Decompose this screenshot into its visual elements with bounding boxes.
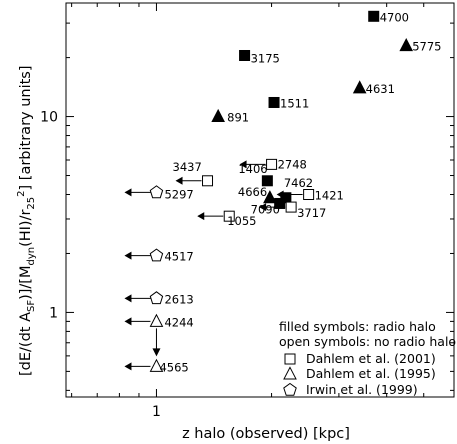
- data-point: 2613: [124, 291, 194, 306]
- point-label: 4666: [238, 185, 267, 199]
- point-marker: [399, 38, 414, 52]
- arrow-head: [197, 212, 205, 221]
- arrow-head: [175, 176, 183, 185]
- point-label: 4631: [366, 82, 395, 96]
- point-marker: [261, 175, 273, 187]
- upper-limit-arrow: [124, 317, 151, 326]
- upper-limit-arrow: [175, 176, 202, 185]
- data-point: 1055: [197, 210, 257, 228]
- arrow-head: [124, 294, 132, 303]
- point-marker: [149, 291, 164, 305]
- point-marker: [239, 49, 251, 61]
- x-tick-label: 1: [152, 404, 161, 420]
- point-marker: [223, 210, 235, 222]
- point-marker: [211, 108, 225, 123]
- upper-limit-arrow-down: [152, 328, 161, 357]
- legend-marker: [283, 382, 297, 396]
- data-point: 4565: [124, 358, 189, 374]
- point-marker: [303, 189, 315, 201]
- data-point: 1421: [276, 189, 344, 203]
- legend-entry: Dahlem et al. (2001): [284, 351, 436, 366]
- data-point: 5775: [399, 38, 442, 54]
- arrow-head: [259, 203, 267, 212]
- minor-ticks: [66, 3, 454, 397]
- arrow-head: [124, 317, 132, 326]
- point-label: 4244: [164, 315, 193, 329]
- point-label: 891: [227, 111, 249, 125]
- legend-note: filled symbols: radio halo: [279, 319, 436, 334]
- arrow-head: [124, 362, 132, 371]
- y-tick-label: 10: [40, 110, 58, 126]
- upper-limit-arrow: [124, 294, 151, 303]
- legend-label: Irwin et al. (1999): [306, 382, 418, 397]
- point-marker: [274, 197, 286, 209]
- upper-limit-arrow: [276, 190, 303, 199]
- point-label: 4700: [380, 10, 409, 24]
- data-point: 2748: [239, 157, 307, 171]
- legend-entry: Dahlem et al. (1995): [283, 366, 436, 381]
- point-label: 4517: [164, 250, 193, 264]
- point-marker: [266, 158, 278, 170]
- series-triangle: 5775 4631 891 4666 4244 4565: [124, 38, 442, 374]
- data-point: 4631: [352, 80, 395, 96]
- point-marker: [263, 190, 277, 204]
- point-marker: [202, 175, 214, 187]
- upper-limit-arrow: [239, 160, 266, 169]
- point-marker: [368, 10, 380, 22]
- point-label: 5775: [412, 40, 441, 54]
- data-point: 5297: [124, 185, 194, 201]
- arrow-head: [124, 188, 132, 197]
- point-label: 3437: [173, 160, 202, 174]
- arrow-head: [124, 251, 132, 260]
- data-point: 1511: [268, 96, 309, 110]
- upper-limit-arrow: [197, 212, 224, 221]
- point-label: 7462: [284, 176, 313, 190]
- legend-label: Dahlem et al. (1995): [306, 366, 436, 381]
- point-label: 2748: [278, 157, 307, 171]
- arrow-head: [152, 348, 161, 357]
- point-label: 3175: [251, 51, 280, 65]
- point-marker: [149, 358, 164, 372]
- data-point: 4244: [124, 313, 194, 357]
- legend-label: Dahlem et al. (2001): [306, 351, 436, 366]
- point-label: 1055: [227, 214, 256, 228]
- legend-note: open symbols: no radio halo: [279, 334, 456, 349]
- x-axis-label: z halo (observed) [kpc]: [182, 426, 350, 442]
- y-tick-label: 1: [49, 305, 58, 321]
- legend-marker: [283, 366, 297, 380]
- data-point: 4700: [368, 10, 409, 24]
- point-label: 3717: [297, 206, 326, 220]
- arrow-head: [239, 160, 247, 169]
- point-label: 1421: [315, 189, 344, 203]
- plot-frame: [65, 2, 455, 398]
- point-label: 4565: [159, 360, 188, 374]
- point-marker: [285, 201, 297, 213]
- data-point: 3437: [173, 160, 214, 187]
- point-marker: [352, 80, 367, 94]
- upper-limit-arrow: [259, 203, 286, 212]
- upper-limit-arrow: [124, 188, 151, 197]
- point-label: 5297: [164, 187, 193, 201]
- series-square: 4700317515111406746270902748343714213717…: [173, 10, 409, 228]
- legend-entry: Irwin et al. (1999): [283, 382, 418, 397]
- upper-limit-arrow: [124, 362, 151, 371]
- data-point: 4517: [124, 248, 194, 264]
- arrow-head: [276, 190, 284, 199]
- data-point: 891: [211, 108, 249, 125]
- y-axis-label: [dE/(dt ASF)]/[Mdyn(HI)/r252] [arbitrary…: [16, 65, 37, 376]
- series-pentagon: 5297 4517 2613: [124, 185, 194, 306]
- point-label: 1511: [280, 96, 309, 110]
- point-marker: [149, 248, 164, 262]
- point-label: 2613: [164, 292, 193, 306]
- data-point: 4666: [238, 185, 277, 204]
- point-marker: [149, 313, 164, 327]
- legend-marker: [284, 353, 296, 365]
- upper-limit-arrow: [124, 251, 151, 260]
- point-marker: [149, 185, 164, 199]
- point-marker: [268, 96, 280, 108]
- data-point: 3175: [239, 49, 280, 65]
- data-point: 3717: [259, 201, 326, 220]
